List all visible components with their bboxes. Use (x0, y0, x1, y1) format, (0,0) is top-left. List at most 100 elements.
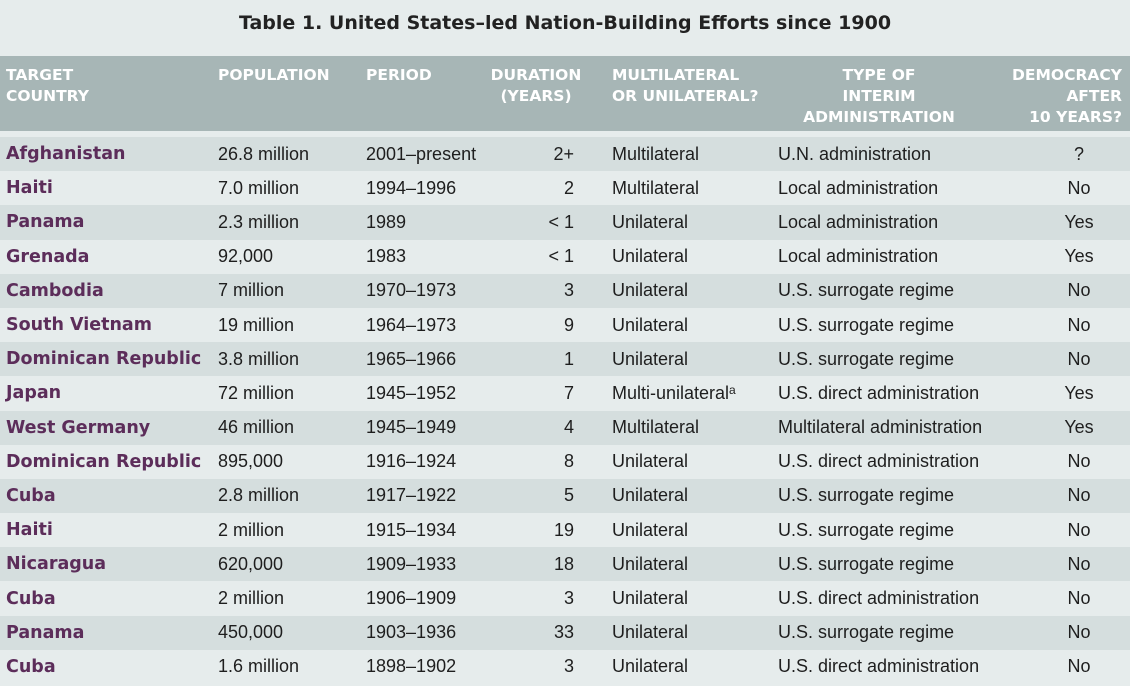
cell-population: 26.8 million (212, 137, 352, 172)
lateral-value: Multilateral (612, 177, 700, 198)
cell-period: 1970–1973 (352, 273, 476, 308)
cell-period: 1945–1949 (352, 410, 476, 445)
country-value: Nicaragua (6, 554, 107, 575)
cell-period: 2001–present (352, 137, 476, 172)
cell-democracy: No (990, 547, 1130, 582)
cell-period: 1964–1973 (352, 307, 476, 343)
table-row: Cuba 1.6 million 1898–1902 3 Unilateral U.S. … (0, 649, 1130, 684)
population-value: 2.3 million (218, 211, 300, 232)
cell-admin: U.N. administration (768, 137, 990, 172)
header-line: COUNTRY (6, 87, 89, 105)
duration-value: 9 (563, 314, 574, 335)
footnote-marker: a (729, 382, 736, 397)
period-value: 1983 (366, 246, 407, 267)
democracy-value: No (1067, 348, 1091, 369)
country-value: Panama (6, 212, 85, 233)
period-value: 1945–1952 (366, 382, 457, 403)
cell-duration: 19 (476, 513, 596, 548)
cell-democracy: Yes (990, 376, 1130, 411)
cell-lateral: Unilateral (596, 307, 768, 343)
cell-admin: U.S. surrogate regime (768, 615, 990, 650)
cell-admin: U.S. surrogate regime (768, 273, 990, 308)
duration-value: 3 (563, 280, 574, 301)
cell-democracy: Yes (990, 410, 1130, 445)
cell-democracy: No (990, 513, 1130, 548)
header-line: PERIOD (366, 66, 432, 84)
democracy-value: Yes (1064, 417, 1094, 438)
cell-duration: 7 (476, 376, 596, 411)
cell-duration: 3 (476, 581, 596, 616)
cell-duration: 4 (476, 410, 596, 445)
cell-democracy: Yes (990, 205, 1130, 240)
cell-duration: 8 (476, 444, 596, 479)
header-period: PERIOD (352, 56, 476, 131)
period-value: 1917–1922 (366, 485, 457, 506)
cell-population: 2 million (212, 513, 352, 548)
country-value: Dominican Republic (6, 349, 202, 370)
cell-country: South Vietnam (0, 307, 212, 343)
cell-population: 620,000 (212, 547, 352, 582)
population-value: 7 million (218, 280, 285, 301)
admin-value: Local administration (778, 246, 939, 267)
cell-population: 450,000 (212, 615, 352, 650)
admin-value: U.S. surrogate regime (778, 553, 955, 574)
admin-value: U.S. surrogate regime (778, 485, 955, 506)
cell-country: Afghanistan (0, 137, 212, 172)
population-value: 2 million (218, 519, 285, 540)
population-value: 26.8 million (218, 143, 310, 164)
cell-lateral: Unilateral (596, 649, 768, 684)
democracy-value: No (1067, 314, 1091, 335)
country-value: Cuba (6, 656, 56, 677)
duration-value: 2 (563, 177, 574, 198)
table-row: Japan 72 million 1945–1952 7 Multi-unilatera… (0, 376, 1130, 411)
cell-period: 1906–1909 (352, 581, 476, 616)
period-value: 1903–1936 (366, 622, 457, 643)
cell-lateral: Unilateral (596, 205, 768, 240)
header-line: 10 YEARS? (1029, 108, 1122, 126)
cell-population: 7.0 million (212, 171, 352, 206)
population-value: 92,000 (218, 246, 274, 267)
period-value: 1989 (366, 211, 407, 232)
cell-admin: Local administration (768, 171, 990, 206)
lateral-value: Unilateral (612, 519, 689, 540)
cell-admin: U.S. direct administration (768, 376, 990, 411)
cell-admin: U.S. surrogate regime (768, 478, 990, 514)
cell-country: Haiti (0, 171, 212, 206)
lateral-value: Unilateral (612, 485, 689, 506)
country-value: Dominican Republic (6, 451, 202, 472)
cell-period: 1945–1952 (352, 376, 476, 411)
cell-democracy: No (990, 273, 1130, 308)
country-value: West Germany (6, 417, 151, 438)
democracy-value: No (1067, 553, 1091, 574)
header-lateral: MULTILATERAL OR UNILATERAL? (596, 56, 768, 131)
cell-period: 1917–1922 (352, 478, 476, 514)
cell-admin: Local administration (768, 205, 990, 240)
table-row: Grenada 92,000 1983 < 1 Unilateral Local admi… (0, 239, 1130, 274)
table-row: Haiti 7.0 million 1994–1996 2 Multilateral Lo… (0, 171, 1130, 206)
table-row: Dominican Republic 3.8 million 1965–1966 1 U… (0, 342, 1130, 377)
duration-value: 2+ (553, 143, 574, 164)
nation-building-table: TARGET COUNTRY POPULATION PERIOD DURATION… (0, 56, 1130, 684)
country-value: Japan (6, 383, 62, 404)
democracy-value: No (1067, 588, 1091, 609)
country-value: Haiti (6, 178, 53, 199)
header-line: (YEARS) (500, 87, 572, 105)
duration-value: 3 (563, 656, 574, 677)
cell-democracy: No (990, 342, 1130, 377)
cell-duration: < 1 (476, 239, 596, 274)
header-duration: DURATION (YEARS) (476, 56, 596, 131)
header-line: OR UNILATERAL? (612, 87, 759, 105)
header-line: DURATION (490, 66, 582, 84)
table-row: Haiti 2 million 1915–1934 19 Unilateral U.S. … (0, 513, 1130, 548)
cell-democracy: No (990, 615, 1130, 650)
table-row: Cuba 2 million 1906–1909 3 Unilateral U.S. di… (0, 581, 1130, 616)
cell-lateral: Unilateral (596, 478, 768, 514)
democracy-value: No (1067, 519, 1091, 540)
country-value: Haiti (6, 520, 53, 541)
democracy-value: No (1067, 177, 1091, 198)
democracy-value: Yes (1064, 382, 1094, 403)
cell-lateral: Unilateral (596, 615, 768, 650)
admin-value: U.S. surrogate regime (778, 280, 955, 301)
cell-duration: 9 (476, 307, 596, 343)
admin-value: U.S. direct administration (778, 451, 980, 472)
